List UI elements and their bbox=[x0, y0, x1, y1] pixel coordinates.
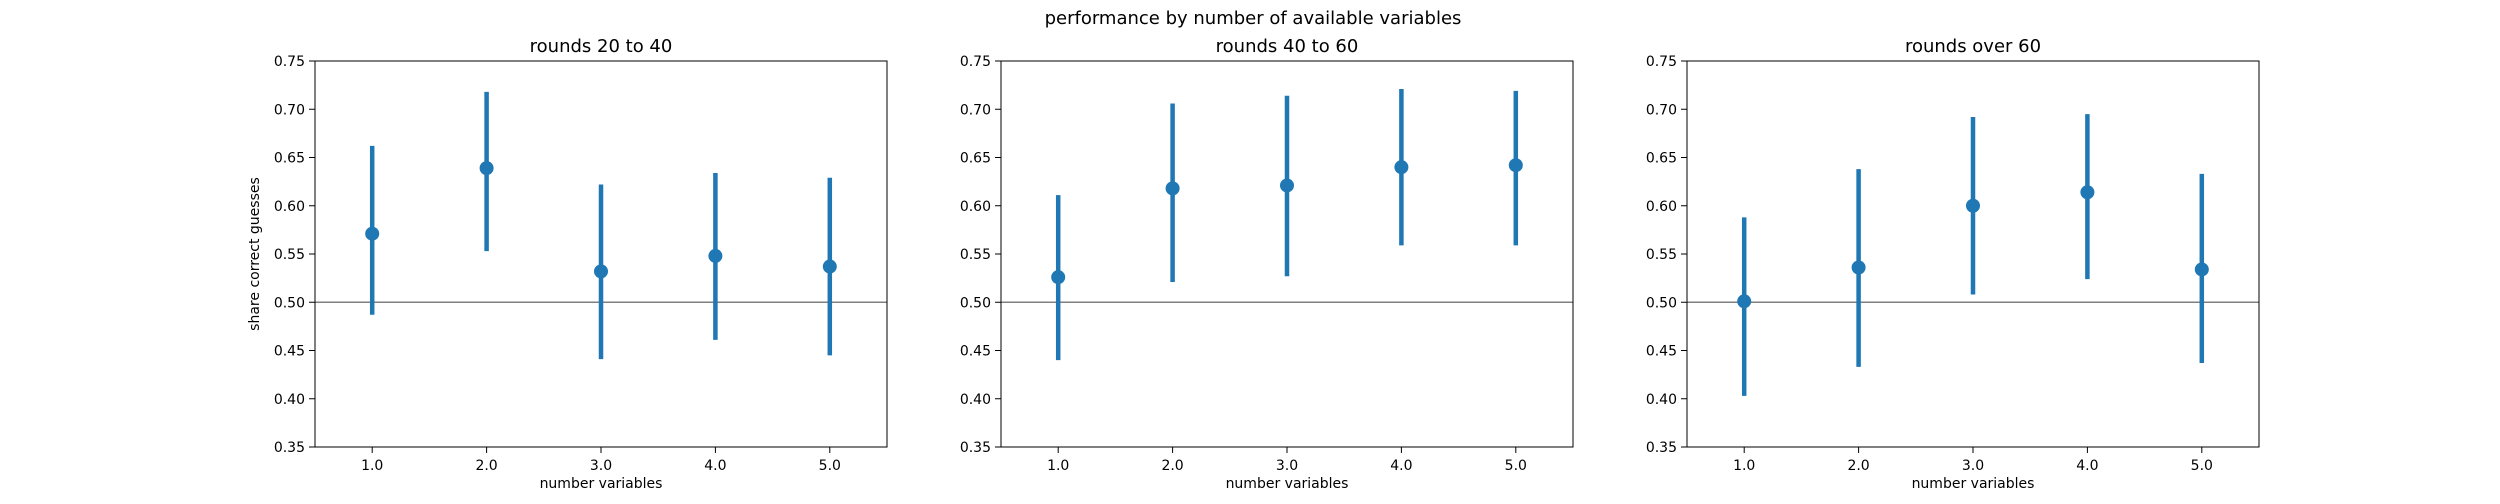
x-tick-label: 2.0 bbox=[1161, 458, 1183, 474]
y-tick-label: 0.55 bbox=[1646, 247, 1677, 263]
x-tick-label: 3.0 bbox=[1962, 458, 1984, 474]
x-axis-label: number variables bbox=[540, 476, 663, 492]
y-tick-label: 0.55 bbox=[960, 247, 991, 263]
x-tick-label: 4.0 bbox=[704, 458, 726, 474]
x-tick-label: 1.0 bbox=[1047, 458, 1069, 474]
data-point bbox=[2194, 262, 2209, 277]
panel-title: rounds over 60 bbox=[1905, 36, 2041, 57]
y-tick-label: 0.75 bbox=[960, 54, 991, 70]
y-tick-label: 0.50 bbox=[960, 295, 991, 311]
y-tick-label: 0.50 bbox=[1646, 295, 1677, 311]
y-tick-label: 0.65 bbox=[1646, 151, 1677, 167]
y-tick-label: 0.60 bbox=[274, 199, 305, 215]
data-point bbox=[1280, 178, 1294, 193]
y-tick-label: 0.35 bbox=[960, 440, 991, 456]
x-tick-label: 2.0 bbox=[475, 458, 497, 474]
figure-suptitle: performance by number of available varia… bbox=[1045, 8, 1462, 29]
x-axis-label: number variables bbox=[1912, 476, 2035, 492]
x-tick-label: 4.0 bbox=[2076, 458, 2098, 474]
y-tick-label: 0.45 bbox=[1646, 344, 1677, 360]
data-point bbox=[708, 248, 723, 263]
y-tick-label: 0.70 bbox=[1646, 102, 1677, 118]
y-axis-label: share correct guesses bbox=[247, 177, 263, 331]
y-tick-label: 0.75 bbox=[1646, 54, 1677, 70]
y-tick-label: 0.45 bbox=[274, 344, 305, 360]
x-tick-label: 2.0 bbox=[1847, 458, 1869, 474]
x-tick-label: 3.0 bbox=[1276, 458, 1298, 474]
data-point bbox=[1165, 181, 1180, 196]
x-tick-label: 5.0 bbox=[819, 458, 841, 474]
y-tick-label: 0.65 bbox=[960, 151, 991, 167]
y-tick-label: 0.35 bbox=[274, 440, 305, 456]
y-tick-label: 0.40 bbox=[274, 392, 305, 408]
chart-panel-3: rounds over 60 0.35 0.40 0.45 0.50 0.55 0.60 0.… bbox=[1646, 36, 2260, 492]
y-tick-label: 0.60 bbox=[960, 199, 991, 215]
x-tick-label: 3.0 bbox=[590, 458, 612, 474]
x-tick-label: 5.0 bbox=[2191, 458, 2213, 474]
chart-panel-2: rounds 40 to 60 0.35 0.40 0.45 0.50 0.55 0.60 0… bbox=[960, 36, 1574, 492]
data-point bbox=[1966, 198, 1980, 213]
y-tick-label: 0.75 bbox=[274, 54, 305, 70]
y-tick-label: 0.40 bbox=[1646, 392, 1677, 408]
x-tick-label: 1.0 bbox=[361, 458, 383, 474]
y-tick-label: 0.50 bbox=[274, 295, 305, 311]
y-tick-label: 0.70 bbox=[274, 102, 305, 118]
plot-frame bbox=[1686, 60, 2260, 448]
y-tick-label: 0.45 bbox=[960, 344, 991, 360]
chart-panels: rounds 20 to 40 0.35 0.40 0.45 0.50 0.55 0.60 0… bbox=[247, 36, 2260, 492]
panel-title: rounds 20 to 40 bbox=[530, 36, 673, 57]
data-point bbox=[365, 226, 380, 241]
x-tick-label: 1.0 bbox=[1733, 458, 1755, 474]
data-point bbox=[1851, 260, 1866, 275]
x-tick-label: 5.0 bbox=[1505, 458, 1527, 474]
plot-frame bbox=[314, 60, 888, 448]
data-point bbox=[1394, 160, 1409, 175]
y-tick-label: 0.40 bbox=[960, 392, 991, 408]
y-tick-label: 0.70 bbox=[960, 102, 991, 118]
y-tick-label: 0.60 bbox=[1646, 199, 1677, 215]
chart-panel-1: rounds 20 to 40 0.35 0.40 0.45 0.50 0.55 0.60 0… bbox=[247, 36, 888, 492]
x-tick-label: 4.0 bbox=[1390, 458, 1412, 474]
data-point bbox=[2080, 185, 2095, 200]
x-axis-label: number variables bbox=[1226, 476, 1349, 492]
y-tick-label: 0.35 bbox=[1646, 440, 1677, 456]
data-point bbox=[1737, 294, 1752, 309]
data-point bbox=[1051, 270, 1066, 285]
y-tick-label: 0.55 bbox=[274, 247, 305, 263]
panel-title: rounds 40 to 60 bbox=[1216, 36, 1359, 57]
data-point bbox=[822, 259, 837, 274]
y-tick-label: 0.65 bbox=[274, 151, 305, 167]
plot-frame bbox=[1000, 60, 1574, 448]
data-point bbox=[1508, 158, 1523, 173]
data-point bbox=[594, 264, 608, 279]
data-point bbox=[479, 161, 494, 176]
